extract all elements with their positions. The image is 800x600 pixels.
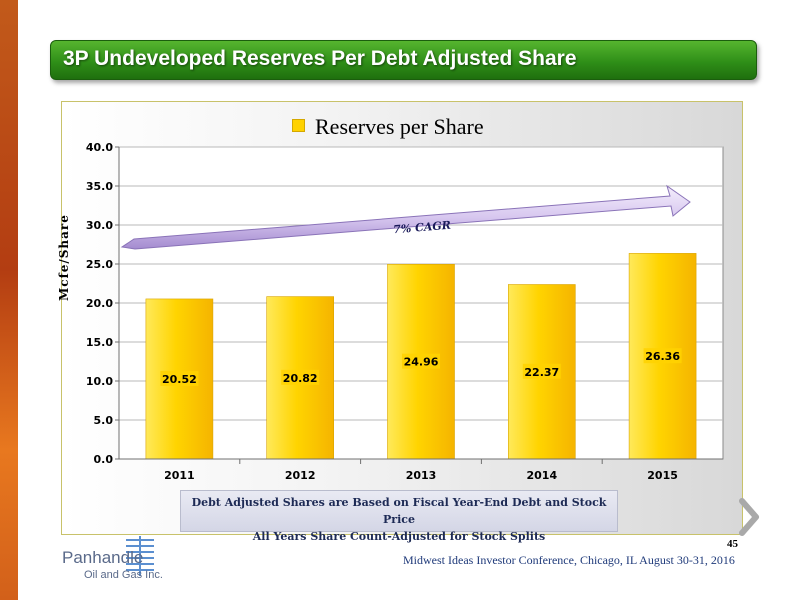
y-tick-label: 40.0 — [86, 141, 113, 154]
y-tick-label: 0.0 — [94, 453, 114, 466]
logo-derrick-icon — [126, 536, 154, 576]
title-banner: 3P Undeveloped Reserves Per Debt Adjuste… — [50, 40, 757, 80]
y-tick-label: 30.0 — [86, 219, 113, 232]
company-logo: Panhandle Oil and Gas Inc. — [62, 536, 163, 592]
footnote-line-1: Debt Adjusted Shares are Based on Fiscal… — [191, 496, 607, 526]
data-label: 24.96 — [404, 356, 439, 369]
data-label-bg — [281, 369, 320, 385]
cagr-arrow — [120, 184, 691, 250]
y-tick-label: 10.0 — [86, 375, 113, 388]
x-tick-label: 2015 — [647, 469, 678, 482]
next-chevron-icon[interactable] — [736, 497, 762, 537]
page-number: 45 — [727, 538, 738, 550]
y-tick-label: 35.0 — [86, 180, 113, 193]
slide-title: 3P Undeveloped Reserves Per Debt Adjuste… — [63, 47, 577, 70]
x-tick-label: 2012 — [285, 469, 316, 482]
x-tick-label: 2011 — [164, 469, 195, 482]
data-label: 22.37 — [524, 366, 559, 379]
left-accent-bar — [0, 0, 18, 600]
chart-legend: Reserves per Share — [292, 114, 484, 140]
y-tick-label: 25.0 — [86, 258, 113, 271]
data-label: 26.36 — [645, 350, 680, 363]
y-tick-label: 20.0 — [86, 297, 113, 310]
x-tick-label: 2013 — [406, 469, 437, 482]
x-tick-label: 2014 — [526, 469, 557, 482]
y-tick-label: 5.0 — [94, 414, 114, 427]
data-label-bg — [522, 363, 561, 379]
footnote-box: Debt Adjusted Shares are Based on Fiscal… — [180, 490, 618, 543]
cagr-label: 7% CAGR — [393, 219, 452, 237]
logo-subtitle: Oil and Gas Inc. — [84, 569, 163, 581]
legend-label: Reserves per Share — [315, 114, 484, 139]
logo-name: Panhandle — [62, 548, 144, 567]
data-label: 20.52 — [162, 373, 197, 386]
data-label-bg — [643, 348, 682, 364]
y-tick-label: 15.0 — [86, 336, 113, 349]
data-label-bg — [402, 353, 440, 369]
conference-caption: Midwest Ideas Investor Conference, Chica… — [403, 553, 735, 567]
data-label-bg — [160, 370, 199, 386]
footnote-line-2: All Years Share Count-Adjusted for Stock… — [252, 530, 546, 543]
legend-swatch — [292, 119, 305, 132]
data-label: 20.82 — [283, 372, 318, 385]
